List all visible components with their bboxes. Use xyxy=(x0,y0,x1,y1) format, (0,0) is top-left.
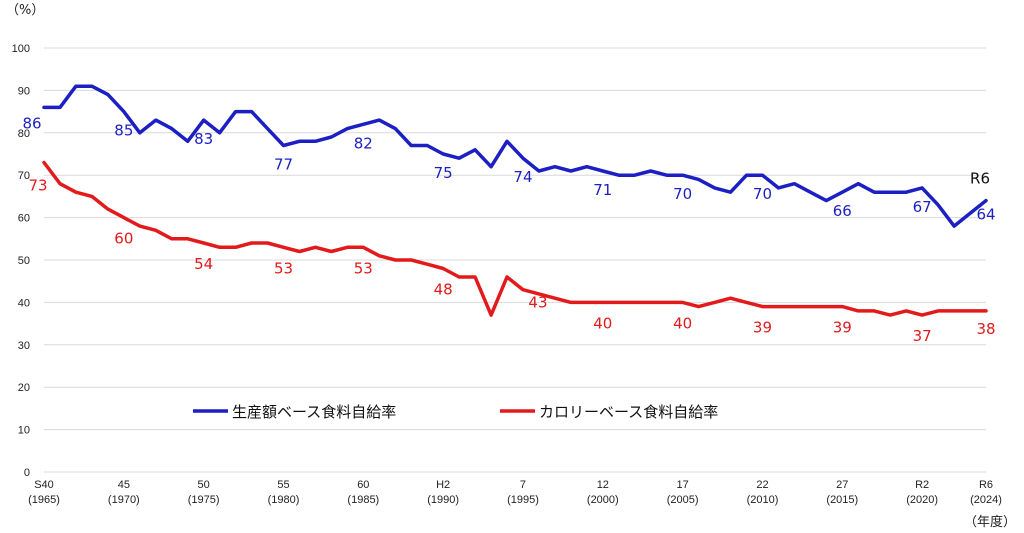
y-axis-unit: （%） xyxy=(6,3,44,18)
x-tick-year: (1965) xyxy=(28,494,60,506)
x-tick-label: 45 xyxy=(118,479,130,491)
data-label-production: 85 xyxy=(114,122,133,140)
y-tick-label: 90 xyxy=(18,85,30,97)
data-label-production: 66 xyxy=(833,202,852,220)
data-label-production: 75 xyxy=(434,164,453,182)
data-label-production: 70 xyxy=(753,185,772,203)
x-tick-label: 17 xyxy=(677,479,689,491)
data-label-calorie: 54 xyxy=(194,255,213,273)
data-label-calorie: 40 xyxy=(593,314,612,332)
data-label-production: 77 xyxy=(274,156,293,174)
data-label-calorie: 40 xyxy=(673,314,692,332)
data-label-calorie: 53 xyxy=(274,259,293,277)
data-label-calorie: 39 xyxy=(833,319,852,337)
series-line-production xyxy=(42,84,988,228)
data-label-production: 64 xyxy=(976,206,995,224)
data-labels: 86 85 83 77 82 75 74 71 70 70 66 67 64 73 60 54 53 53 48 43… xyxy=(22,114,995,345)
data-label-calorie: 39 xyxy=(753,319,772,337)
data-label-calorie: 37 xyxy=(913,327,932,345)
x-tick-label: R2 xyxy=(915,479,929,491)
x-axis-unit: （年度） xyxy=(964,514,1016,530)
x-tick-label: H2 xyxy=(436,479,450,491)
x-tick-year: (1995) xyxy=(507,494,539,506)
data-label-calorie: 53 xyxy=(354,259,373,277)
x-tick-year: (1975) xyxy=(188,494,220,506)
y-tick-label: 80 xyxy=(18,128,30,140)
data-label-calorie: 38 xyxy=(976,320,995,338)
x-tick-year: (2015) xyxy=(826,494,858,506)
series-line-calorie xyxy=(42,160,988,317)
x-tick-label: 22 xyxy=(756,479,768,491)
data-label-calorie: 60 xyxy=(114,230,133,248)
data-label-production: 86 xyxy=(22,114,41,132)
x-tick-year: (2020) xyxy=(906,494,938,506)
x-axis-ticks: S40 (1965) 45 (1970) 50 (1975) 55 (1980) 60 (1985… xyxy=(28,479,1002,506)
r6-annotation: R6 xyxy=(970,170,990,188)
x-tick-year: (1990) xyxy=(427,494,459,506)
y-tick-label: 100 xyxy=(12,43,30,55)
y-tick-label: 30 xyxy=(18,340,30,352)
x-tick-year: (1985) xyxy=(347,494,379,506)
y-tick-label: 50 xyxy=(18,255,30,267)
x-tick-year: (2005) xyxy=(667,494,699,506)
x-tick-label: 60 xyxy=(357,479,369,491)
data-label-production: 74 xyxy=(513,168,532,186)
legend-label-production: 生産額ベース食料自給率 xyxy=(232,403,396,421)
legend: 生産額ベース食料自給率 カロリーベース食料自給率 xyxy=(193,403,718,421)
y-tick-label: 0 xyxy=(24,467,30,479)
x-tick-label: 50 xyxy=(198,479,210,491)
data-label-production: 67 xyxy=(913,198,932,216)
data-label-production: 83 xyxy=(194,130,213,148)
data-label-calorie: 43 xyxy=(528,294,547,312)
y-tick-label: 40 xyxy=(18,297,30,309)
y-axis-ticks: 0 10 20 30 40 50 60 70 80 90 100 xyxy=(12,43,30,479)
x-tick-year: (1970) xyxy=(108,494,140,506)
x-tick-year: (2000) xyxy=(587,494,619,506)
x-tick-year: (2010) xyxy=(747,494,779,506)
x-tick-year: (1980) xyxy=(268,494,300,506)
legend-label-calorie: カロリーベース食料自給率 xyxy=(539,403,718,421)
series-lines xyxy=(42,84,988,317)
x-tick-label: R6 xyxy=(979,479,993,491)
y-tick-label: 60 xyxy=(18,213,30,225)
y-tick-label: 10 xyxy=(18,425,30,437)
x-tick-year: (2024) xyxy=(970,494,1002,506)
x-tick-label: 12 xyxy=(597,479,609,491)
x-tick-label: 55 xyxy=(277,479,289,491)
x-tick-label: 27 xyxy=(836,479,848,491)
x-tick-label: S40 xyxy=(34,479,54,491)
y-tick-label: 70 xyxy=(18,170,30,182)
data-label-calorie: 73 xyxy=(28,176,47,194)
data-label-production: 71 xyxy=(593,181,612,199)
data-label-production: 70 xyxy=(673,185,692,203)
data-label-production: 82 xyxy=(354,134,373,152)
x-tick-label: 7 xyxy=(520,479,526,491)
y-tick-label: 20 xyxy=(18,382,30,394)
gridlines xyxy=(44,47,986,473)
data-label-calorie: 48 xyxy=(434,280,453,298)
